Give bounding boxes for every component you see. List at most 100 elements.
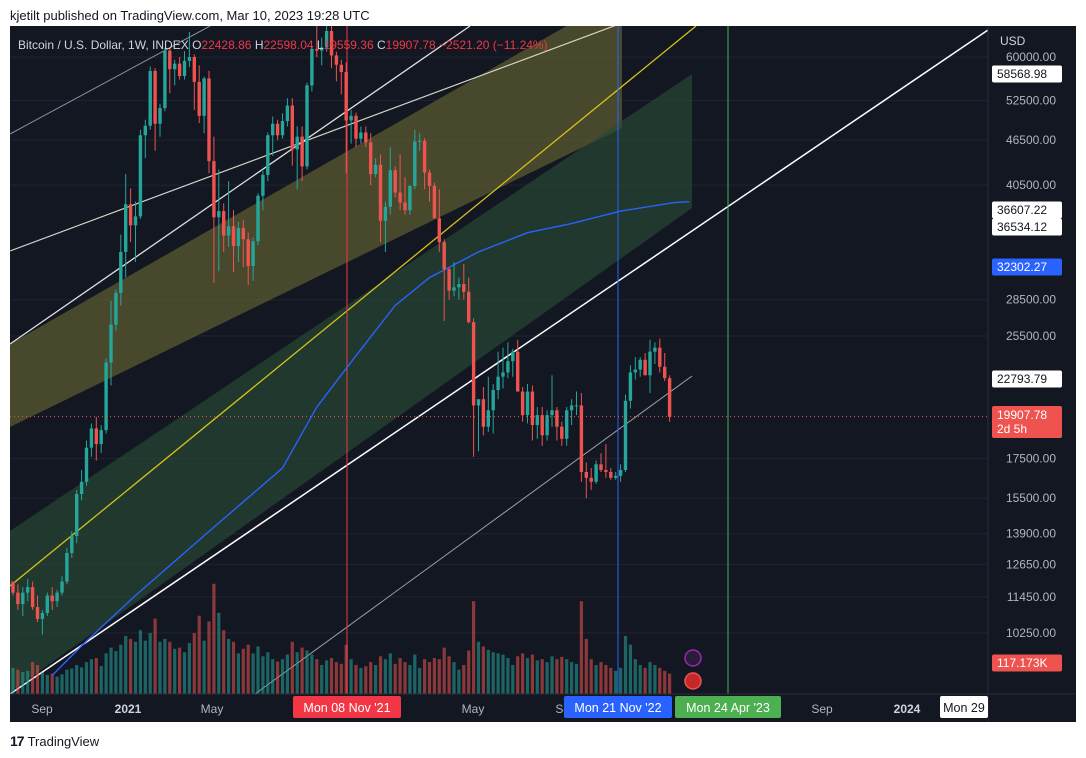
- candle[interactable]: [496, 351, 500, 400]
- candle[interactable]: [30, 581, 35, 610]
- candle[interactable]: [236, 221, 241, 262]
- candle[interactable]: [60, 576, 64, 596]
- candle[interactable]: [79, 470, 84, 501]
- candle[interactable]: [275, 119, 280, 141]
- candle[interactable]: [21, 587, 25, 616]
- candle[interactable]: [525, 384, 530, 424]
- candle[interactable]: [628, 365, 633, 409]
- candle[interactable]: [266, 132, 270, 182]
- candle[interactable]: [295, 126, 299, 190]
- candle[interactable]: [516, 339, 520, 392]
- candle[interactable]: [565, 407, 569, 446]
- time-marker-label[interactable]: Mon 08 Nov '21: [293, 696, 401, 718]
- candle[interactable]: [663, 352, 667, 382]
- candle[interactable]: [520, 387, 525, 422]
- candle[interactable]: [623, 394, 628, 472]
- price-label[interactable]: 32302.27: [992, 258, 1062, 276]
- price-label[interactable]: 58568.98: [992, 65, 1062, 83]
- candle[interactable]: [119, 234, 123, 306]
- candle[interactable]: [177, 57, 182, 80]
- candle[interactable]: [222, 203, 226, 252]
- candle[interactable]: [501, 347, 505, 389]
- candle[interactable]: [643, 352, 647, 376]
- candle[interactable]: [476, 399, 481, 452]
- lower-trend-line[interactable]: [254, 375, 693, 695]
- candle[interactable]: [217, 169, 221, 272]
- candle[interactable]: [506, 342, 510, 379]
- candle[interactable]: [388, 147, 392, 215]
- candle[interactable]: [55, 589, 59, 608]
- price-label[interactable]: 117.173K: [992, 654, 1062, 672]
- candle[interactable]: [604, 444, 608, 478]
- price-label[interactable]: 36534.12: [992, 218, 1062, 236]
- candle[interactable]: [589, 468, 593, 490]
- candle[interactable]: [540, 407, 544, 446]
- candle[interactable]: [359, 126, 363, 144]
- candle[interactable]: [437, 189, 441, 252]
- time-marker-label[interactable]: Mon 21 Nov '22: [564, 696, 672, 718]
- chart-canvas[interactable]: 60000.00 52500.00 46500.00 40500.00 28500.00…: [10, 26, 1076, 722]
- candle[interactable]: [246, 232, 250, 286]
- candle[interactable]: [212, 136, 216, 283]
- candle[interactable]: [594, 460, 598, 484]
- candle[interactable]: [471, 318, 476, 457]
- candle[interactable]: [579, 393, 584, 482]
- candle[interactable]: [114, 289, 118, 331]
- time-axis[interactable]: Sep2021MaySepMaySepSep2024Mon 08 Nov '21…: [10, 693, 1076, 722]
- time-marker-label[interactable]: Mon 24 Apr '23: [675, 696, 781, 718]
- chart-frame[interactable]: 60000.00 52500.00 46500.00 40500.00 28500.00…: [10, 26, 1076, 722]
- candle[interactable]: [320, 37, 324, 66]
- candle[interactable]: [50, 587, 54, 610]
- price-label[interactable]: 22793.79: [992, 370, 1062, 388]
- candle[interactable]: [648, 339, 652, 394]
- candle[interactable]: [481, 387, 486, 436]
- main-trend-line[interactable]: [10, 29, 989, 695]
- candle[interactable]: [383, 201, 388, 252]
- candle[interactable]: [182, 51, 187, 80]
- candle[interactable]: [339, 59, 343, 95]
- candle[interactable]: [633, 357, 637, 380]
- candle[interactable]: [271, 116, 275, 156]
- candle[interactable]: [168, 47, 172, 94]
- candle[interactable]: [40, 609, 45, 635]
- candle[interactable]: [658, 338, 662, 373]
- candle[interactable]: [280, 113, 285, 139]
- candle[interactable]: [442, 239, 446, 321]
- candle[interactable]: [84, 440, 89, 486]
- candle[interactable]: [94, 416, 98, 461]
- candle[interactable]: [418, 133, 422, 151]
- price-label[interactable]: 36607.22: [992, 201, 1062, 219]
- candle[interactable]: [143, 119, 147, 159]
- us-flag-event-icon[interactable]: [684, 672, 702, 690]
- candle[interactable]: [462, 263, 466, 300]
- candle[interactable]: [310, 46, 314, 92]
- lightning-event-icon[interactable]: [684, 649, 702, 667]
- candle[interactable]: [447, 267, 451, 300]
- candle[interactable]: [109, 300, 113, 386]
- candle[interactable]: [173, 59, 177, 86]
- candle[interactable]: [305, 82, 309, 170]
- candle[interactable]: [104, 358, 108, 434]
- candle[interactable]: [300, 126, 304, 182]
- candle[interactable]: [99, 425, 103, 454]
- candle[interactable]: [207, 70, 211, 174]
- candle[interactable]: [535, 407, 539, 439]
- time-marker-label[interactable]: Mon 29: [940, 696, 988, 718]
- candle[interactable]: [609, 468, 613, 480]
- candle[interactable]: [467, 277, 471, 324]
- candle[interactable]: [422, 138, 427, 190]
- candle[interactable]: [16, 584, 20, 610]
- candle[interactable]: [75, 489, 79, 544]
- candle[interactable]: [427, 169, 432, 202]
- candle[interactable]: [408, 185, 412, 215]
- candle[interactable]: [545, 410, 549, 441]
- currency-label[interactable]: USD: [1000, 34, 1026, 48]
- candle[interactable]: [403, 177, 407, 215]
- candle[interactable]: [261, 170, 265, 211]
- candle[interactable]: [241, 219, 245, 268]
- candle[interactable]: [89, 423, 94, 457]
- tradingview-logo-icon[interactable]: 17: [10, 733, 25, 749]
- candle[interactable]: [133, 201, 138, 262]
- candle[interactable]: [163, 47, 167, 112]
